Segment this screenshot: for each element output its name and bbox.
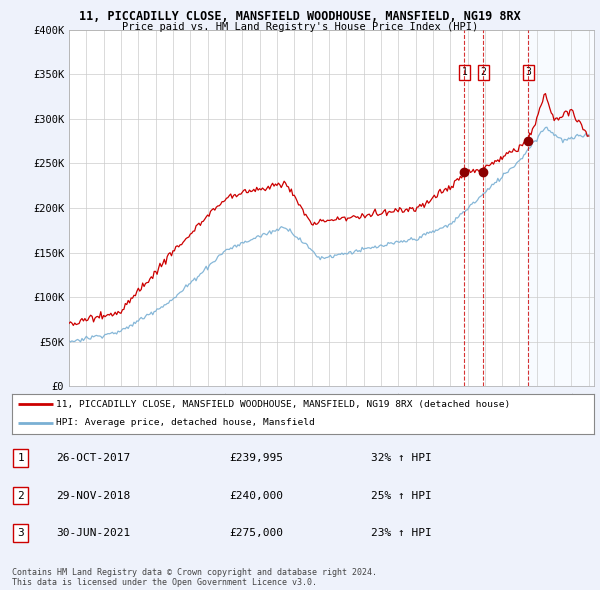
Text: HPI: Average price, detached house, Mansfield: HPI: Average price, detached house, Mans… — [56, 418, 314, 427]
Text: £275,000: £275,000 — [229, 529, 283, 538]
Text: £240,000: £240,000 — [229, 491, 283, 500]
Bar — [528, 30, 598, 386]
Text: 23% ↑ HPI: 23% ↑ HPI — [371, 529, 431, 538]
Text: 25% ↑ HPI: 25% ↑ HPI — [371, 491, 431, 500]
Text: Contains HM Land Registry data © Crown copyright and database right 2024.
This d: Contains HM Land Registry data © Crown c… — [12, 568, 377, 587]
Text: 2: 2 — [481, 67, 487, 77]
Text: 3: 3 — [17, 529, 24, 538]
Text: 26-OCT-2017: 26-OCT-2017 — [56, 453, 130, 463]
Text: 11, PICCADILLY CLOSE, MANSFIELD WOODHOUSE, MANSFIELD, NG19 8RX (detached house): 11, PICCADILLY CLOSE, MANSFIELD WOODHOUS… — [56, 400, 510, 409]
Text: 2: 2 — [17, 491, 24, 500]
Text: 3: 3 — [525, 67, 531, 77]
Text: 11, PICCADILLY CLOSE, MANSFIELD WOODHOUSE, MANSFIELD, NG19 8RX: 11, PICCADILLY CLOSE, MANSFIELD WOODHOUS… — [79, 10, 521, 23]
Text: 1: 1 — [461, 67, 467, 77]
Text: Price paid vs. HM Land Registry's House Price Index (HPI): Price paid vs. HM Land Registry's House … — [122, 22, 478, 32]
Text: £239,995: £239,995 — [229, 453, 283, 463]
Text: 29-NOV-2018: 29-NOV-2018 — [56, 491, 130, 500]
Text: 30-JUN-2021: 30-JUN-2021 — [56, 529, 130, 538]
Text: 1: 1 — [17, 453, 24, 463]
Text: 32% ↑ HPI: 32% ↑ HPI — [371, 453, 431, 463]
